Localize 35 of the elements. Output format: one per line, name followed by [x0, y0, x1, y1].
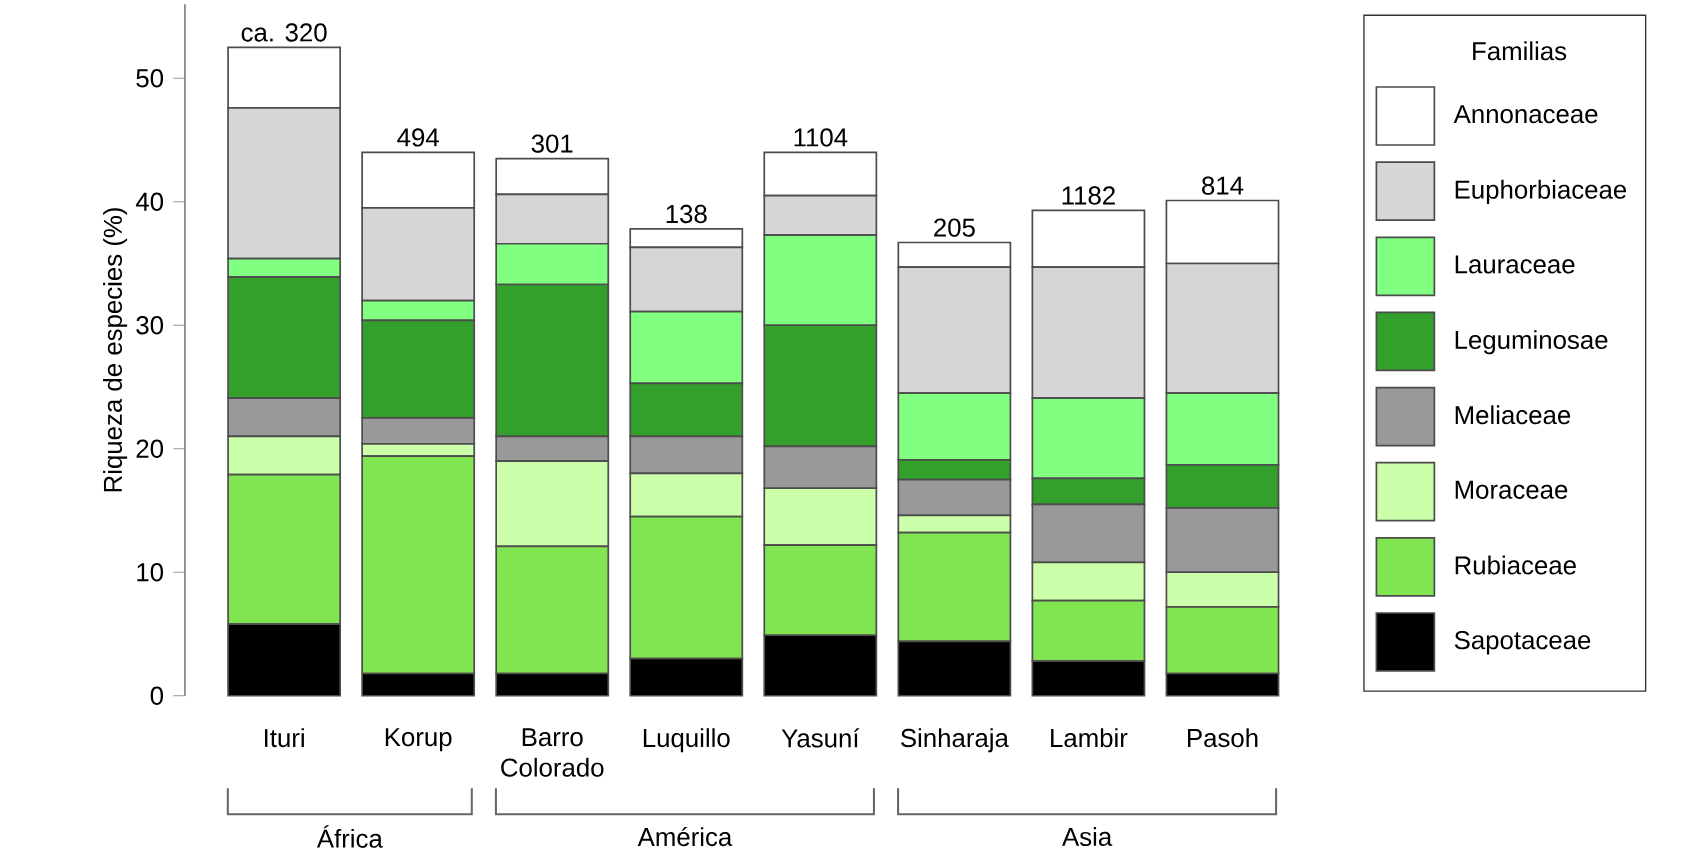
y-tick-label: 40	[135, 192, 164, 211]
x-tick-label: Lambir	[1051, 728, 1128, 748]
annotation: 1104	[794, 128, 848, 147]
annotation: 494	[397, 128, 439, 147]
annotation: ca. 320	[241, 23, 327, 42]
legend-label: Meliaceae	[1455, 405, 1571, 425]
annotation: 205	[934, 218, 975, 237]
annotation: 138	[666, 204, 707, 224]
y-tick-label: 50	[136, 69, 164, 88]
x-tick-label: Luquillo	[643, 728, 730, 753]
x-tick-label: Barro Colorado	[501, 728, 604, 777]
y-tick-label: 10	[137, 563, 164, 582]
legend-label: Rubiaceae	[1455, 555, 1576, 575]
x-tick-label: Korup	[385, 728, 452, 752]
legend-label: Moraceae	[1455, 480, 1568, 499]
text: Asia	[1062, 826, 1113, 846]
legend-title: Familias	[1473, 41, 1567, 61]
text: África	[316, 825, 383, 848]
legend-label: Euphorbiaceae	[1455, 179, 1627, 204]
annotation: 1182	[1062, 186, 1115, 205]
x-tick-label: Sinharaja	[901, 728, 1009, 753]
y-tick-label: 0	[150, 686, 164, 705]
legend-label: Lauraceae	[1455, 255, 1575, 274]
legend-label: Sapotaceae	[1454, 630, 1591, 655]
y-tick-label: 20	[136, 439, 164, 458]
x-tick-label: Ituri	[265, 728, 304, 748]
x-tick-label: Yasuní	[781, 728, 860, 748]
y-axis-title: Riqueza de especies (%)	[103, 208, 128, 492]
annotation: 814	[1202, 176, 1244, 195]
annotation: 301	[531, 134, 573, 153]
legend-label: Leguminosae	[1455, 330, 1608, 355]
x-tick-label: Pasoh	[1188, 728, 1258, 748]
legend-label: Annonaceae	[1453, 105, 1598, 124]
text: América	[637, 826, 733, 847]
y-tick-label: 30	[136, 316, 164, 335]
